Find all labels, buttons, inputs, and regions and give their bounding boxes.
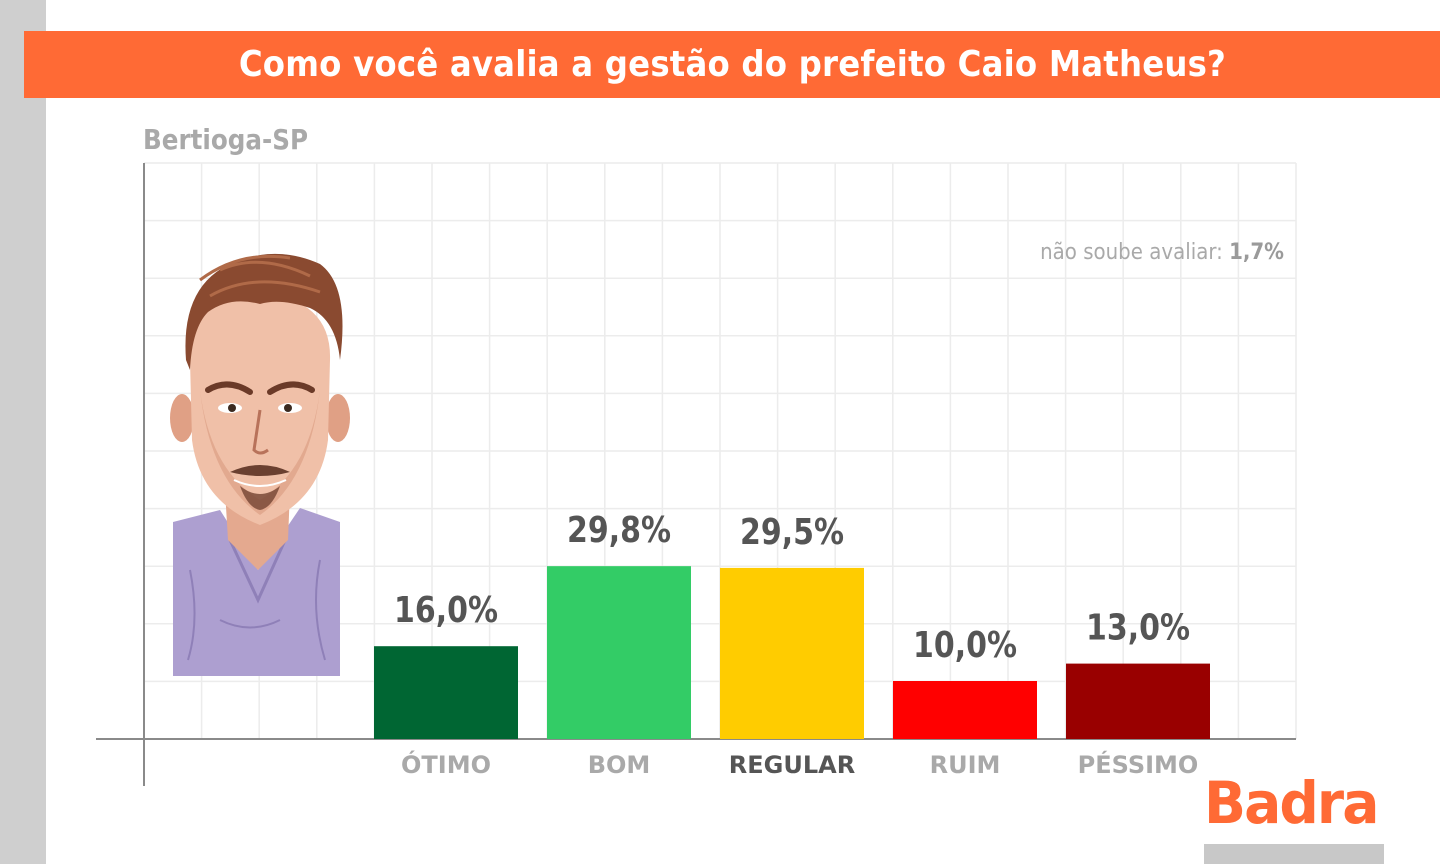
bar-value-label: 13,0% bbox=[1086, 608, 1190, 649]
bar-value-label: 29,5% bbox=[740, 512, 844, 553]
category-label: PÉSSIMO bbox=[1078, 750, 1199, 779]
undecided-note-label: não soube avaliar: bbox=[1040, 240, 1230, 265]
bar-regular bbox=[720, 567, 864, 739]
bar-bom bbox=[547, 566, 691, 739]
caricature-portrait-icon bbox=[170, 253, 350, 676]
left-decorative-strip bbox=[0, 0, 46, 864]
bar-péssimo bbox=[1066, 663, 1210, 739]
category-label: BOM bbox=[588, 751, 651, 779]
chart-labels: 16,0% ÓTIMO 29,8% BOM 29,5% REGULAR 10,0% RUIM 1… bbox=[394, 510, 1198, 779]
category-label: RUIM bbox=[930, 751, 1001, 779]
title-banner: Como você avalia a gestão do prefeito Ca… bbox=[24, 31, 1440, 98]
undecided-note: não soube avaliar: 1,7% bbox=[1040, 240, 1284, 265]
chart-bars bbox=[374, 566, 1210, 739]
page-title: Como você avalia a gestão do prefeito Ca… bbox=[238, 44, 1226, 85]
location-subtitle: Bertioga-SP bbox=[143, 123, 309, 156]
bar-value-label: 16,0% bbox=[394, 590, 498, 631]
brand-logo-text: Badra bbox=[1204, 769, 1379, 837]
brand-logo: Badra bbox=[1204, 770, 1386, 864]
bar-ruim bbox=[893, 681, 1037, 739]
bar-value-label: 29,8% bbox=[567, 510, 671, 551]
category-label: REGULAR bbox=[729, 751, 855, 779]
brand-logo-underline bbox=[1204, 844, 1384, 864]
bar-ótimo bbox=[374, 646, 518, 739]
category-label: ÓTIMO bbox=[401, 749, 491, 779]
bar-value-label: 10,0% bbox=[913, 625, 1017, 666]
undecided-note-value: 1,7% bbox=[1229, 240, 1284, 265]
